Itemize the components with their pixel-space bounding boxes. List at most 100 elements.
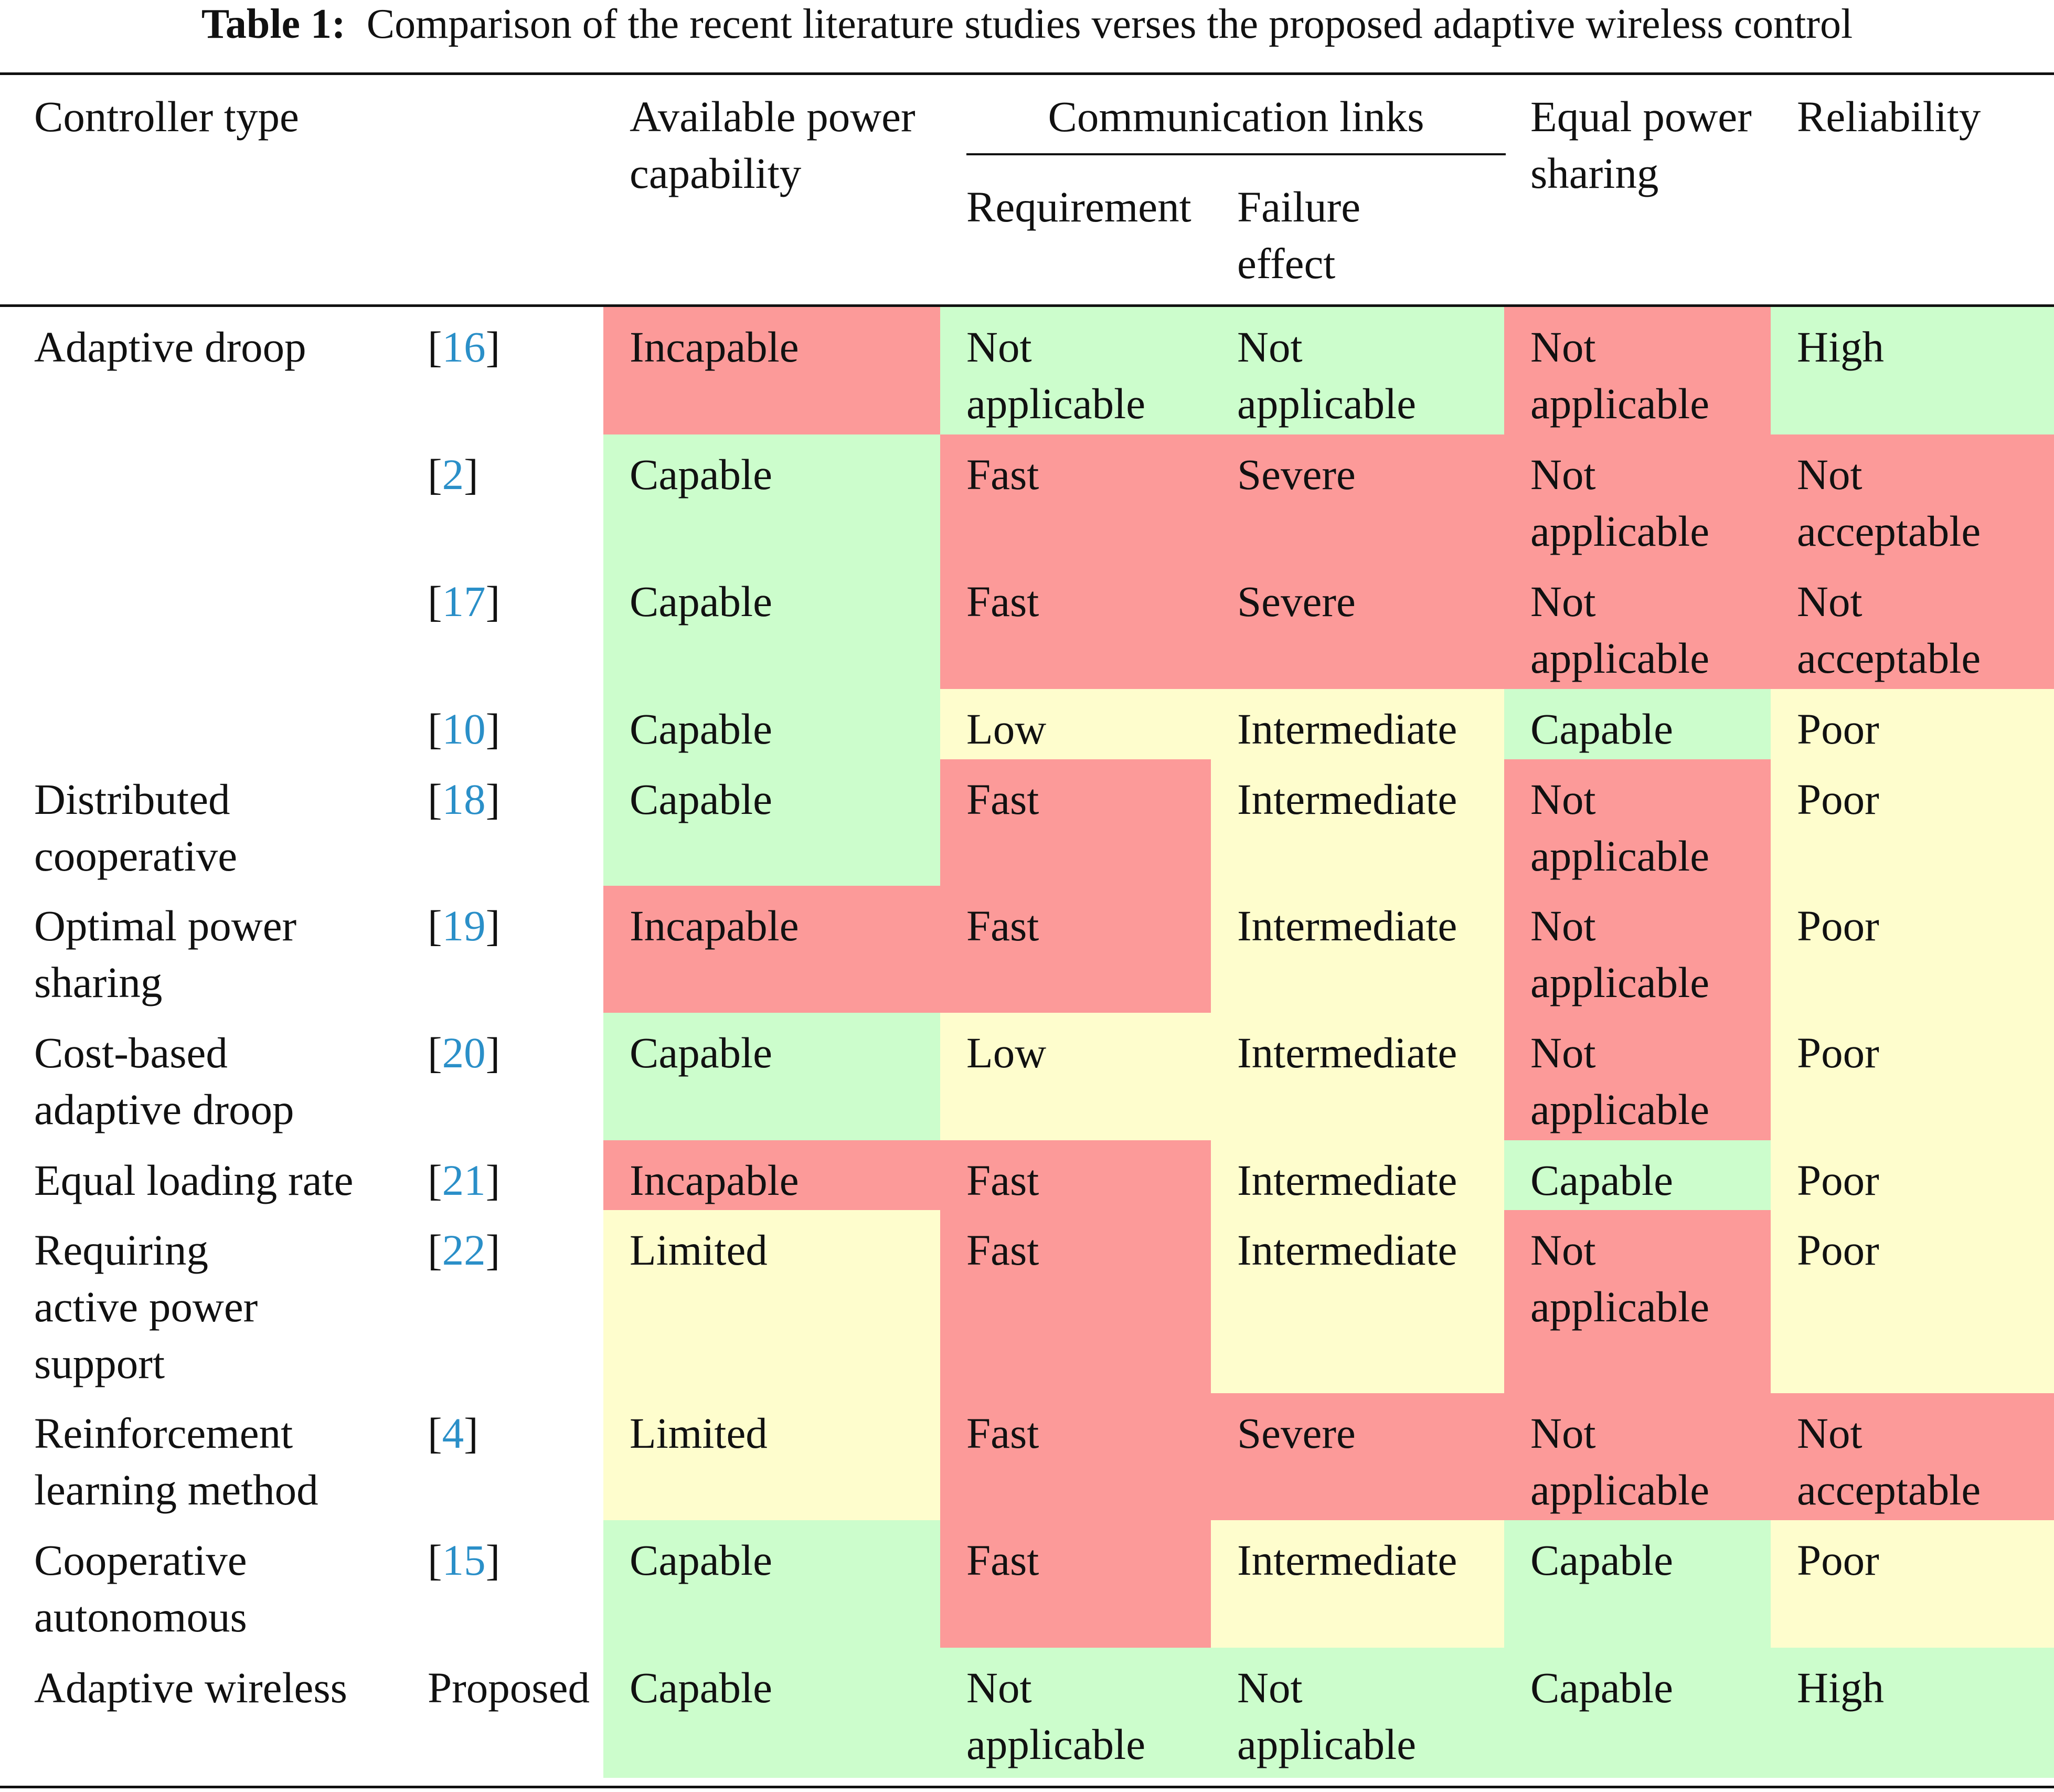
reference-cell: [20] bbox=[428, 1028, 501, 1077]
available-power-cell: Capable bbox=[603, 759, 940, 886]
reliability-cell: Poor bbox=[1771, 689, 2054, 759]
equal-power-sharing-cell: Capable bbox=[1504, 1520, 1771, 1648]
header-communication-links: Communication links bbox=[1048, 92, 1424, 141]
equal-power-sharing-cell: Not applicable bbox=[1504, 886, 1771, 1013]
reliability-cell: Poor bbox=[1771, 1520, 2054, 1648]
requirement-cell: Fast bbox=[940, 759, 1211, 886]
reliability-cell: Poor bbox=[1771, 1210, 2054, 1393]
reference-cell: [18] bbox=[428, 775, 501, 823]
table-caption: Table 1: Comparison of the recent litera… bbox=[0, 0, 2054, 48]
citation-link[interactable]: 16 bbox=[442, 323, 486, 371]
controller-type-cell: Requiring active power support bbox=[34, 1226, 258, 1387]
failure-effect-cell: Severe bbox=[1211, 434, 1504, 561]
reliability-cell: High bbox=[1771, 307, 2054, 434]
failure-effect-cell: Not applicable bbox=[1211, 307, 1504, 434]
available-power-cell: Capable bbox=[603, 1648, 940, 1778]
reliability-cell: Not acceptable bbox=[1771, 434, 2054, 561]
controller-type-cell bbox=[34, 689, 414, 759]
available-power-cell: Incapable bbox=[603, 886, 940, 1013]
citation-link[interactable]: 2 bbox=[442, 450, 464, 499]
failure-effect-cell: Intermediate bbox=[1211, 1140, 1504, 1210]
equal-power-sharing-cell: Capable bbox=[1504, 689, 1771, 759]
controller-type-cell bbox=[34, 561, 414, 689]
table-caption-label: Table 1: bbox=[201, 1, 346, 47]
reliability-cell: Poor bbox=[1771, 759, 2054, 886]
requirement-cell: Not applicable bbox=[940, 1648, 1211, 1778]
communication-links-rule bbox=[966, 153, 1506, 155]
failure-effect-cell: Intermediate bbox=[1211, 1013, 1504, 1140]
reliability-cell: Not acceptable bbox=[1771, 561, 2054, 689]
requirement-cell: Low bbox=[940, 1013, 1211, 1140]
available-power-cell: Capable bbox=[603, 434, 940, 561]
failure-effect-cell: Intermediate bbox=[1211, 689, 1504, 759]
bottom-rule bbox=[0, 1786, 2054, 1788]
reference-cell: [2] bbox=[428, 450, 478, 499]
failure-effect-cell: Intermediate bbox=[1211, 759, 1504, 886]
header-rule bbox=[0, 304, 2054, 307]
controller-type-cell: Cost-based adaptive droop bbox=[34, 1028, 294, 1133]
header-equal-power-sharing: Equal power sharing bbox=[1530, 92, 1752, 197]
controller-type-cell: Distributed cooperative bbox=[34, 775, 238, 880]
reference-cell: [21] bbox=[428, 1156, 501, 1204]
citation-link[interactable]: 22 bbox=[442, 1226, 486, 1274]
available-power-cell: Capable bbox=[603, 1520, 940, 1648]
requirement-cell: Fast bbox=[940, 1393, 1211, 1520]
citation-link[interactable]: 15 bbox=[442, 1536, 486, 1584]
requirement-cell: Fast bbox=[940, 1210, 1211, 1393]
equal-power-sharing-cell: Not applicable bbox=[1504, 1210, 1771, 1393]
requirement-cell: Fast bbox=[940, 1520, 1211, 1648]
available-power-cell: Limited bbox=[603, 1210, 940, 1393]
equal-power-sharing-cell: Not applicable bbox=[1504, 1393, 1771, 1520]
requirement-cell: Fast bbox=[940, 561, 1211, 689]
controller-type-cell: Cooperative autonomous bbox=[34, 1536, 247, 1641]
equal-power-sharing-cell: Not applicable bbox=[1504, 1013, 1771, 1140]
citation-link[interactable]: 18 bbox=[442, 775, 486, 823]
reference-cell: [17] bbox=[428, 577, 501, 625]
equal-power-sharing-cell: Capable bbox=[1504, 1648, 1771, 1778]
available-power-cell: Incapable bbox=[603, 1140, 940, 1210]
reference-label: Proposed bbox=[428, 1663, 590, 1712]
citation-link[interactable]: 17 bbox=[442, 577, 486, 625]
equal-power-sharing-cell: Not applicable bbox=[1504, 434, 1771, 561]
header-reliability: Reliability bbox=[1797, 92, 1981, 141]
failure-effect-cell: Intermediate bbox=[1211, 886, 1504, 1013]
citation-link[interactable]: 19 bbox=[442, 902, 486, 950]
failure-effect-cell: Intermediate bbox=[1211, 1210, 1504, 1393]
controller-type-cell: Adaptive droop bbox=[34, 323, 306, 371]
requirement-cell: Fast bbox=[940, 434, 1211, 561]
available-power-cell: Capable bbox=[603, 561, 940, 689]
citation-link[interactable]: 4 bbox=[442, 1409, 464, 1457]
header-requirement: Requirement bbox=[966, 183, 1191, 231]
table-caption-text: Comparison of the recent literature stud… bbox=[366, 1, 1853, 47]
controller-type-cell bbox=[34, 434, 414, 561]
available-power-cell: Capable bbox=[603, 689, 940, 759]
available-power-cell: Capable bbox=[603, 1013, 940, 1140]
reference-cell: [19] bbox=[428, 902, 501, 950]
header-controller-type: Controller type bbox=[34, 92, 299, 141]
controller-type-cell: Equal loading rate bbox=[34, 1156, 354, 1204]
citation-link[interactable]: 21 bbox=[442, 1156, 486, 1204]
reliability-cell: Poor bbox=[1771, 1140, 2054, 1210]
header-available-power: Available power capability bbox=[630, 92, 916, 197]
equal-power-sharing-cell: Capable bbox=[1504, 1140, 1771, 1210]
requirement-cell: Not applicable bbox=[940, 307, 1211, 434]
reference-cell: [4] bbox=[428, 1409, 478, 1457]
available-power-cell: Limited bbox=[603, 1393, 940, 1520]
header-failure-effect: Failure effect bbox=[1237, 183, 1361, 288]
controller-type-cell: Optimal power sharing bbox=[34, 902, 297, 1006]
equal-power-sharing-cell: Not applicable bbox=[1504, 561, 1771, 689]
citation-link[interactable]: 10 bbox=[442, 705, 486, 753]
reference-cell: [22] bbox=[428, 1226, 501, 1274]
requirement-cell: Fast bbox=[940, 1140, 1211, 1210]
reliability-cell: Poor bbox=[1771, 886, 2054, 1013]
reliability-cell: Poor bbox=[1771, 1013, 2054, 1140]
reference-cell: [15] bbox=[428, 1536, 501, 1584]
failure-effect-cell: Severe bbox=[1211, 561, 1504, 689]
equal-power-sharing-cell: Not applicable bbox=[1504, 759, 1771, 886]
reliability-cell: High bbox=[1771, 1648, 2054, 1778]
failure-effect-cell: Not applicable bbox=[1211, 1648, 1504, 1778]
failure-effect-cell: Severe bbox=[1211, 1393, 1504, 1520]
requirement-cell: Fast bbox=[940, 886, 1211, 1013]
citation-link[interactable]: 20 bbox=[442, 1028, 486, 1077]
